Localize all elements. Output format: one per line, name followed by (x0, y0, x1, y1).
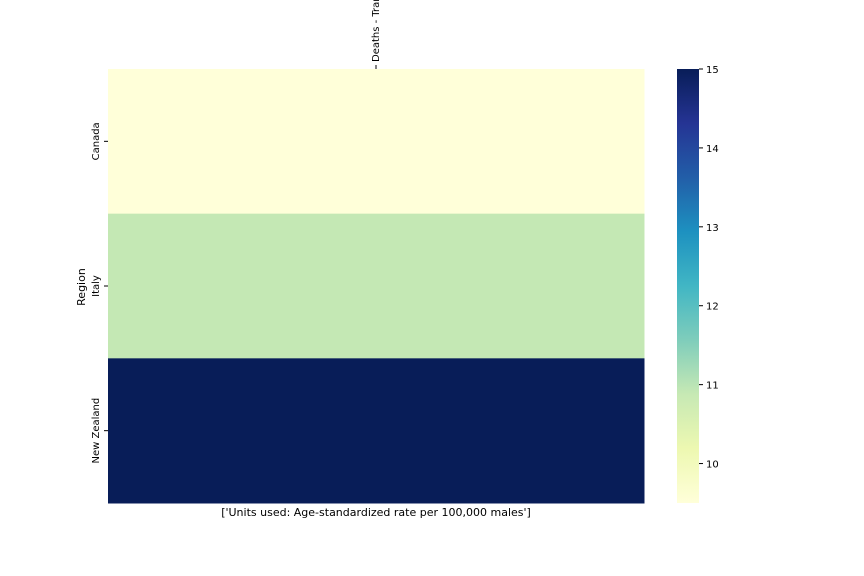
x-axis-label: ['Units used: Age-standardized rate per … (221, 506, 531, 519)
y-axis-label: Region (75, 268, 88, 306)
heatmap-cell (108, 358, 645, 504)
colorbar-tick-label: 12 (706, 302, 719, 313)
heatmap-cells (108, 69, 645, 504)
y-tick-label: Canada (91, 122, 102, 160)
colorbar-tick-label: 11 (706, 381, 719, 392)
y-tick-label: Italy (91, 275, 102, 297)
y-axis: Canada Italy New Zealand (91, 122, 108, 464)
y-tick-label: New Zealand (91, 398, 102, 464)
heatmap-cell (108, 69, 645, 215)
colorbar-tick-label: 14 (706, 144, 719, 155)
colorbar-tick-label: 10 (706, 460, 719, 471)
colorbar-tick-label: 13 (706, 223, 719, 234)
heatmap-cell (108, 213, 645, 359)
colorbar-ticks: 10 11 12 13 14 15 (699, 65, 719, 471)
colorbar-tick-label: 15 (706, 65, 719, 76)
colorbar (677, 69, 699, 503)
x-axis: Deaths - Transport Accidents (371, 0, 382, 69)
x-tick-label: Deaths - Transport Accidents (371, 0, 382, 62)
